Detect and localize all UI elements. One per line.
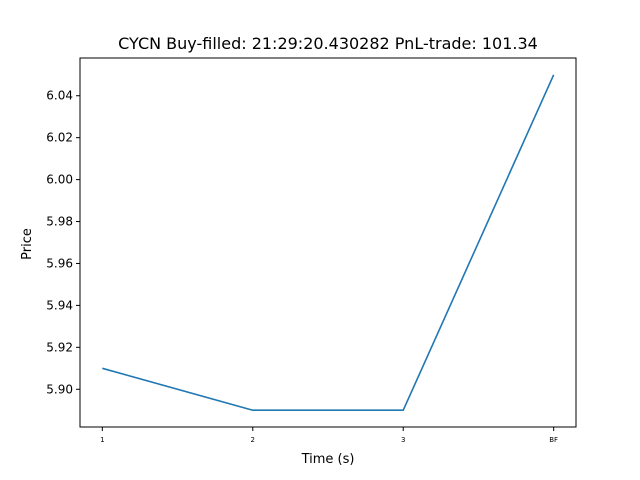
plot-area: 5.90 5.92 5.94 5.96 5.98 6.00 6.02 6.04 1 2 3 BF: [46, 57, 577, 444]
y-tick-label: 5.90: [46, 382, 73, 396]
y-tick-label: 5.98: [46, 215, 73, 229]
y-tick-label: 5.94: [46, 298, 73, 312]
series-line: [102, 74, 555, 412]
y-axis-label: Price: [20, 228, 35, 260]
chart-title: CYCN Buy-filled: 21:29:20.430282 PnL-tra…: [118, 34, 538, 53]
y-tick-label: 5.96: [46, 256, 73, 270]
y-tick-label: 6.02: [46, 131, 73, 145]
x-tick-label: 3: [401, 436, 405, 444]
x-tick-label: 1: [100, 436, 104, 444]
y-tick-label: 6.04: [46, 89, 73, 103]
y-tick-label: 5.92: [46, 340, 73, 354]
x-tick-label: BF: [549, 436, 558, 444]
y-tick-label: 6.00: [46, 173, 73, 187]
axes-frame: [79, 57, 577, 428]
x-axis-label: Time (s): [301, 452, 355, 467]
x-tick-label: 2: [251, 436, 255, 444]
